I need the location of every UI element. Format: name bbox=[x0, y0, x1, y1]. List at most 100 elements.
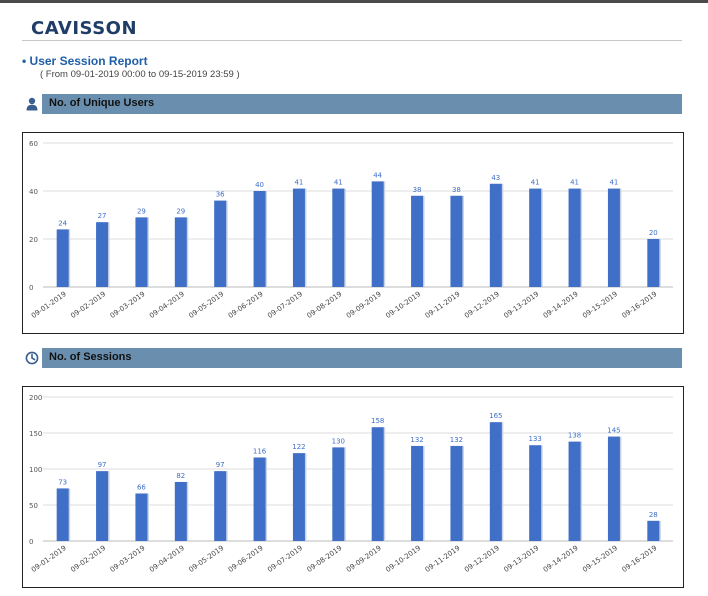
report-title-text: User Session Report bbox=[29, 54, 148, 68]
data-label: 24 bbox=[58, 219, 67, 227]
x-tick-label: 09-09-2019 bbox=[345, 544, 383, 574]
section-title: No. of Sessions bbox=[49, 351, 132, 363]
data-label: 41 bbox=[609, 179, 618, 187]
x-tick-label: 09-03-2019 bbox=[109, 544, 147, 574]
bar[interactable] bbox=[96, 471, 109, 541]
data-label: 66 bbox=[137, 483, 146, 491]
x-tick-label: 09-02-2019 bbox=[69, 544, 107, 574]
x-tick-label: 09-06-2019 bbox=[227, 544, 265, 574]
x-tick-label: 09-09-2019 bbox=[345, 290, 383, 320]
x-tick-label: 09-15-2019 bbox=[581, 290, 619, 320]
x-tick-label: 09-14-2019 bbox=[542, 290, 580, 320]
data-label: 138 bbox=[568, 432, 581, 440]
bar[interactable] bbox=[96, 222, 109, 287]
x-tick-label: 09-10-2019 bbox=[384, 544, 422, 574]
data-label: 36 bbox=[216, 191, 225, 199]
user-icon bbox=[22, 94, 42, 114]
bar[interactable] bbox=[607, 436, 620, 541]
bar[interactable] bbox=[174, 217, 187, 287]
bar[interactable] bbox=[135, 217, 148, 287]
section-title: No. of Unique Users bbox=[49, 97, 155, 109]
bar[interactable] bbox=[450, 195, 463, 287]
data-label: 41 bbox=[531, 179, 540, 187]
y-tick-label: 0 bbox=[29, 284, 33, 292]
bar[interactable] bbox=[253, 191, 266, 287]
bar[interactable] bbox=[489, 183, 502, 287]
bar[interactable] bbox=[214, 471, 227, 541]
bar[interactable] bbox=[411, 195, 424, 287]
x-tick-label: 09-15-2019 bbox=[581, 544, 619, 574]
bar[interactable] bbox=[292, 188, 305, 287]
y-tick-label: 150 bbox=[29, 430, 42, 438]
bar[interactable] bbox=[647, 239, 660, 287]
section-header-unique-users: No. of Unique Users bbox=[22, 94, 682, 114]
x-tick-label: 09-10-2019 bbox=[384, 290, 422, 320]
data-label: 97 bbox=[98, 461, 107, 469]
bar[interactable] bbox=[450, 445, 463, 541]
x-tick-label: 09-16-2019 bbox=[621, 290, 659, 320]
data-label: 41 bbox=[570, 179, 579, 187]
data-label: 130 bbox=[332, 437, 345, 445]
report-date-range: ( From 09-01-2019 00:00 to 09-15-2019 23… bbox=[40, 69, 240, 80]
data-label: 41 bbox=[334, 179, 343, 187]
cavisson-logo: CAVISSON bbox=[31, 18, 138, 39]
bar[interactable] bbox=[292, 453, 305, 541]
x-tick-label: 09-05-2019 bbox=[187, 544, 225, 574]
bar[interactable] bbox=[174, 481, 187, 541]
bar[interactable] bbox=[568, 188, 581, 287]
session-icon bbox=[22, 348, 42, 368]
bar[interactable] bbox=[371, 427, 384, 541]
y-tick-label: 20 bbox=[29, 236, 38, 244]
x-tick-label: 09-04-2019 bbox=[148, 544, 186, 574]
x-tick-label: 09-11-2019 bbox=[424, 544, 462, 574]
sessions-chart: 0 50 100 150 200 73 09-01-2019 97 09-02-2019 66 09… bbox=[22, 386, 684, 588]
bar[interactable] bbox=[489, 422, 502, 541]
report-title: • User Session Report bbox=[22, 54, 148, 68]
bar[interactable] bbox=[529, 445, 542, 541]
bar[interactable] bbox=[529, 188, 542, 287]
bar[interactable] bbox=[56, 488, 69, 541]
x-tick-label: 09-06-2019 bbox=[227, 290, 265, 320]
unique-users-chart-svg: 0 20 40 60 24 09-01-2019 27 09-02-2019 29 09-03-2… bbox=[29, 140, 673, 320]
data-label: 133 bbox=[529, 435, 542, 443]
data-label: 38 bbox=[413, 186, 422, 194]
bar[interactable] bbox=[607, 188, 620, 287]
bar[interactable] bbox=[135, 493, 148, 541]
data-label: 38 bbox=[452, 186, 461, 194]
data-label: 28 bbox=[649, 511, 658, 519]
bar[interactable] bbox=[332, 188, 345, 287]
y-tick-label: 200 bbox=[29, 394, 42, 402]
bar[interactable] bbox=[371, 181, 384, 287]
data-label: 29 bbox=[176, 207, 185, 215]
bar[interactable] bbox=[253, 457, 266, 541]
bar[interactable] bbox=[568, 441, 581, 541]
x-tick-label: 09-12-2019 bbox=[463, 290, 501, 320]
data-label: 122 bbox=[292, 443, 305, 451]
bar[interactable] bbox=[56, 229, 69, 287]
x-tick-label: 09-14-2019 bbox=[542, 544, 580, 574]
data-label: 41 bbox=[294, 179, 303, 187]
data-label: 27 bbox=[98, 212, 107, 220]
x-tick-label: 09-01-2019 bbox=[30, 544, 68, 574]
bar[interactable] bbox=[647, 520, 660, 541]
x-tick-label: 09-04-2019 bbox=[148, 290, 186, 320]
x-tick-label: 09-16-2019 bbox=[621, 544, 659, 574]
bar[interactable] bbox=[214, 200, 227, 287]
x-tick-label: 09-13-2019 bbox=[502, 544, 540, 574]
bar[interactable] bbox=[411, 445, 424, 541]
data-label: 82 bbox=[176, 472, 185, 480]
x-tick-label: 09-07-2019 bbox=[266, 544, 304, 574]
data-label: 132 bbox=[410, 436, 423, 444]
unique-users-chart: 0 20 40 60 24 09-01-2019 27 09-02-2019 29 09-03-2… bbox=[22, 132, 684, 334]
bar[interactable] bbox=[332, 447, 345, 541]
y-tick-label: 60 bbox=[29, 140, 38, 148]
y-tick-label: 100 bbox=[29, 466, 42, 474]
x-tick-label: 09-01-2019 bbox=[30, 290, 68, 320]
data-label: 43 bbox=[491, 174, 500, 182]
x-tick-label: 09-13-2019 bbox=[502, 290, 540, 320]
x-tick-label: 09-08-2019 bbox=[306, 290, 344, 320]
data-label: 158 bbox=[371, 417, 384, 425]
x-tick-label: 09-12-2019 bbox=[463, 544, 501, 574]
x-tick-label: 09-03-2019 bbox=[109, 290, 147, 320]
y-tick-label: 50 bbox=[29, 502, 38, 510]
